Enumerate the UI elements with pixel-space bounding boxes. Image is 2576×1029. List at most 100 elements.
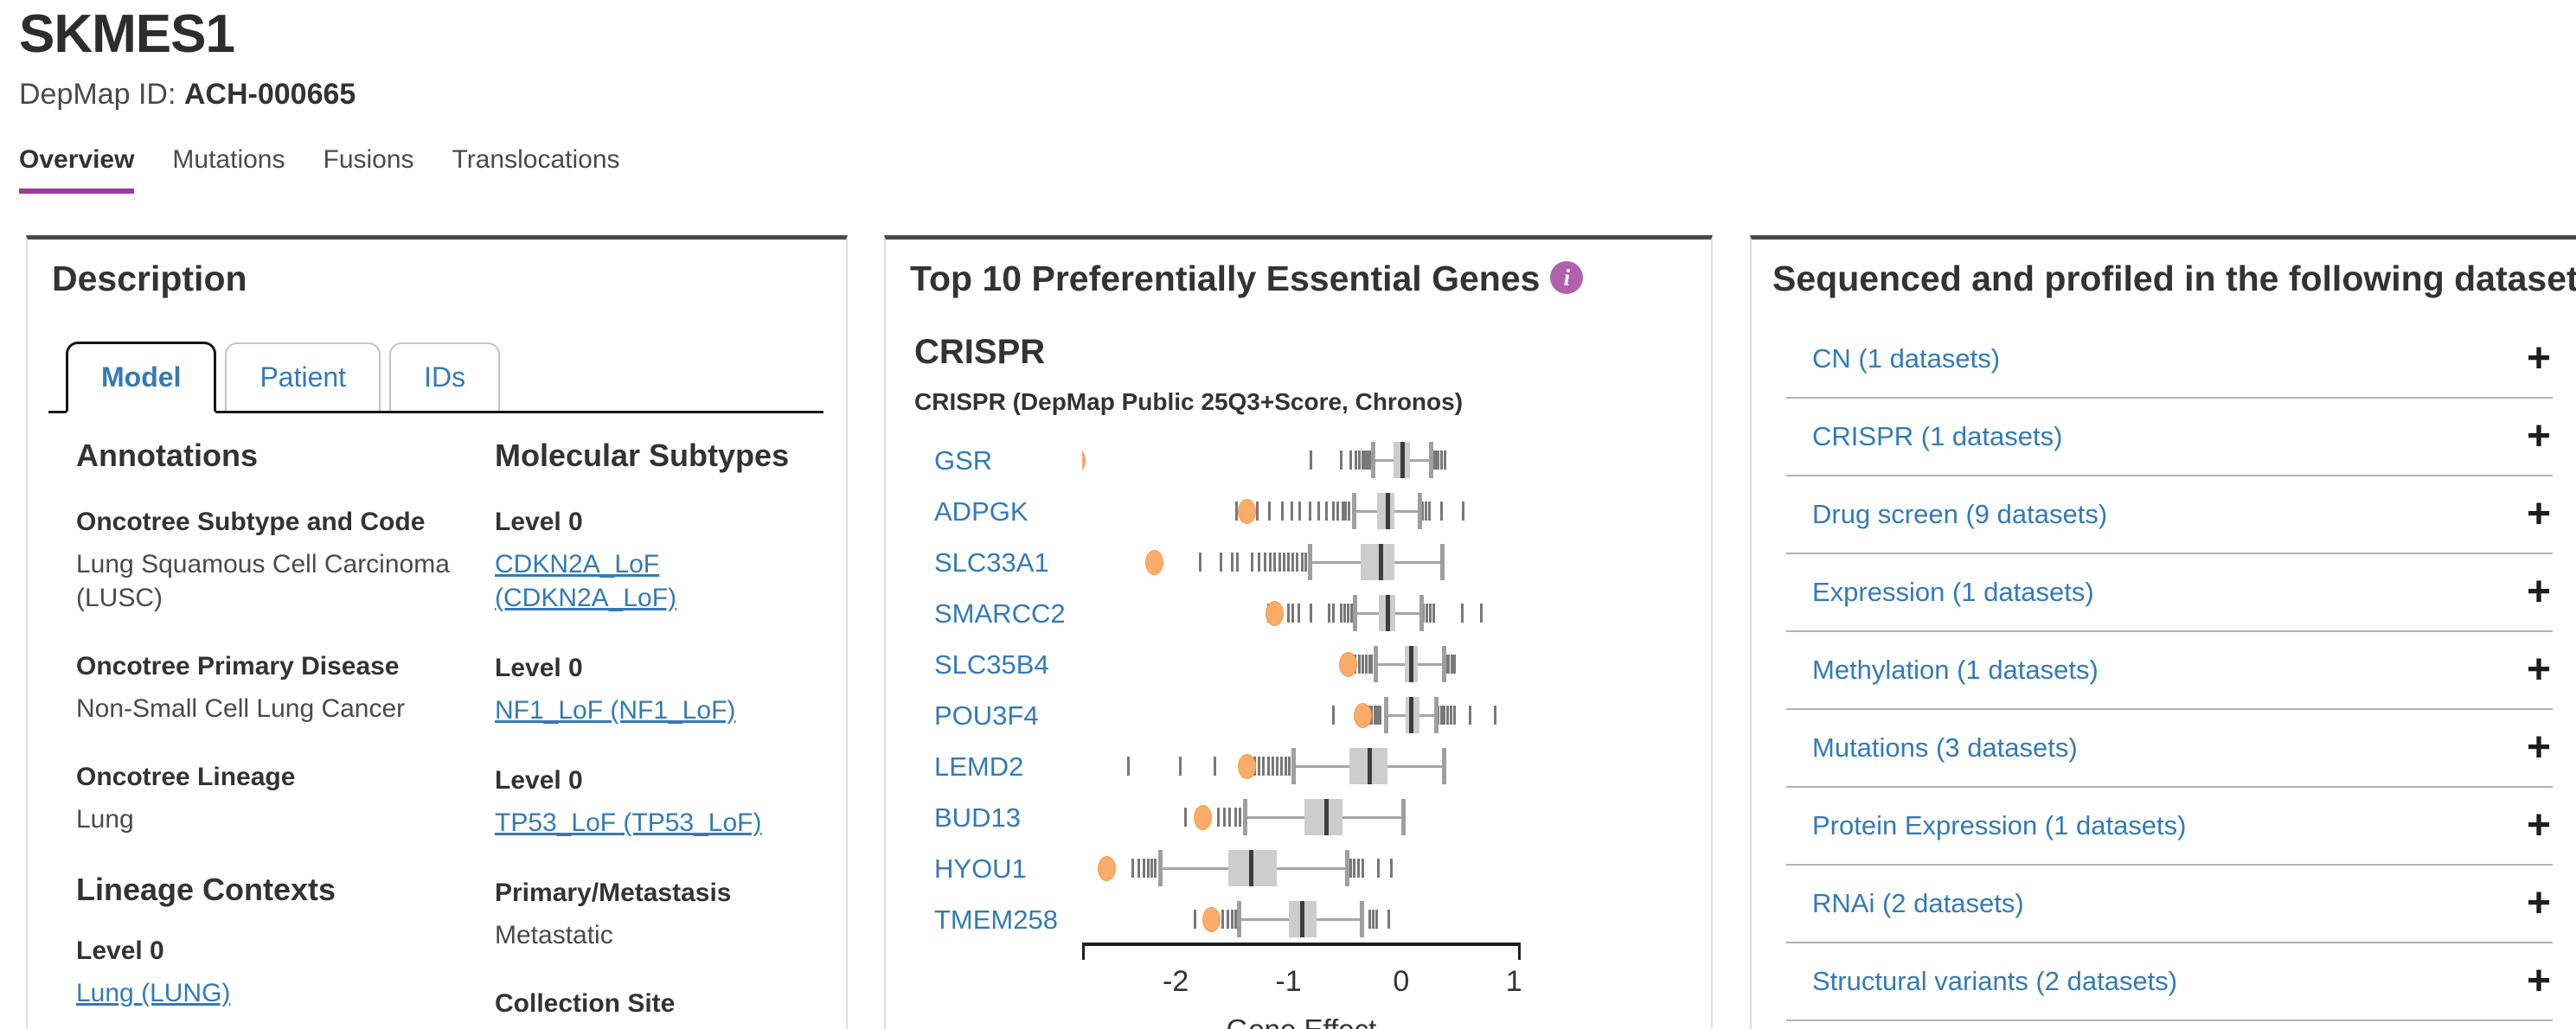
depmap-id-label: DepMap ID: (19, 78, 176, 111)
cell-line-dot[interactable] (1202, 907, 1221, 932)
distribution-tick (1282, 553, 1285, 572)
distribution-tick (1235, 502, 1239, 521)
distribution-tick (1310, 604, 1313, 623)
dataset-link[interactable]: CRISPR (1 datasets) (1812, 421, 2063, 451)
distribution-tick (1427, 502, 1431, 521)
distribution-tick (1230, 553, 1234, 572)
distribution-tick (1287, 553, 1290, 572)
description-tab-bar: Model Patient IDs (48, 342, 823, 413)
distribution-tick (1291, 604, 1295, 623)
cell-line-dot[interactable] (1266, 601, 1285, 626)
expand-plus-icon[interactable]: + (2526, 569, 2551, 615)
distribution-tick (1251, 553, 1254, 572)
distribution-tick (1296, 553, 1299, 572)
cell-line-dot[interactable] (1339, 652, 1358, 677)
gene-row: BUD13 (886, 792, 1711, 843)
cell-line-dot[interactable] (1237, 499, 1256, 524)
lineage-contexts-heading: Lineage Contexts (76, 872, 336, 908)
crispr-dataset-label: CRISPR (DepMap Public 25Q3+Score, Chrono… (914, 388, 1464, 415)
gene-link[interactable]: LEMD2 (934, 751, 1024, 782)
dataset-link[interactable]: Expression (1 datasets) (1812, 577, 2094, 607)
expand-plus-icon[interactable]: + (2526, 413, 2551, 459)
field-value: Lung (76, 805, 134, 834)
expand-plus-icon[interactable]: + (2526, 802, 2551, 848)
distribution-tick (1440, 706, 1444, 725)
distribution-tick (1440, 502, 1444, 521)
distribution-tick (1364, 655, 1368, 674)
gene-link[interactable]: POU3F4 (934, 700, 1039, 731)
distribution-tick (1255, 502, 1259, 521)
gene-link[interactable]: SLC33A1 (934, 546, 1049, 578)
subtype-link[interactable]: CDKN2A_LoF (CDKN2A_LoF) (495, 550, 677, 613)
distribution-tick (1317, 502, 1321, 521)
subtype-link[interactable]: NF1_LoF (NF1_LoF) (495, 696, 736, 725)
expand-plus-icon[interactable]: + (2526, 880, 2551, 926)
gene-link[interactable]: BUD13 (934, 802, 1021, 833)
dataset-row: Drug screen (9 datasets) + (1786, 476, 2553, 554)
distribution-tick (1493, 706, 1496, 725)
dataset-link[interactable]: CN (1 datasets) (1812, 343, 2001, 374)
subtype-link[interactable]: TP53_LoF (TP53_LoF) (495, 808, 762, 838)
gene-boxplot (1082, 435, 1521, 486)
tab-ids[interactable]: IDs (389, 342, 501, 411)
cell-line-dot[interactable] (1354, 703, 1373, 728)
tab-patient[interactable]: Patient (225, 342, 381, 411)
axis-tick-label: 0 (1393, 965, 1410, 998)
expand-plus-icon[interactable]: + (2526, 491, 2551, 537)
dataset-link[interactable]: RNAi (2 datasets) (1812, 888, 2024, 918)
distribution-tick (1285, 757, 1288, 776)
tab-overview[interactable]: Overview (19, 145, 135, 194)
cell-line-dot[interactable] (1193, 805, 1212, 830)
depmap-id-value: ACH-000665 (183, 78, 356, 111)
cell-line-dot[interactable] (1237, 754, 1256, 779)
tab-model[interactable]: Model (66, 342, 217, 413)
distribution-tick (1375, 910, 1378, 929)
expand-plus-icon[interactable]: + (2526, 725, 2551, 770)
tab-translocations[interactable]: Translocations (452, 145, 620, 174)
tab-mutations[interactable]: Mutations (172, 145, 285, 174)
gene-link[interactable]: SMARCC2 (934, 598, 1066, 629)
dataset-link[interactable]: Structural variants (2 datasets) (1812, 966, 2178, 996)
lineage-link[interactable]: Lung (LUNG) (76, 979, 231, 1008)
gene-link[interactable]: ADPGK (934, 495, 1028, 527)
boxplot-median (1385, 595, 1390, 631)
distribution-tick (1442, 706, 1445, 725)
distribution-tick (1281, 502, 1285, 521)
distribution-tick (1222, 808, 1226, 827)
subtype-level-label: Level 0 (495, 508, 583, 537)
dataset-link[interactable]: Methylation (1 datasets) (1812, 655, 2099, 685)
field-label: Collection Site (495, 989, 676, 1019)
expand-plus-icon[interactable]: + (2526, 647, 2551, 693)
dataset-link[interactable]: Protein Expression (1 datasets) (1812, 810, 2187, 840)
gene-link[interactable]: TMEM258 (934, 904, 1058, 935)
gene-boxplot-rows: GSR ADPGK SLC33A1 SMARCC2 SLC35B4 POU3F4 LEMD2… (886, 435, 1711, 945)
boxplot-cap-low (1383, 697, 1388, 733)
boxplot-cap-low (1352, 493, 1357, 529)
gene-link[interactable]: HYOU1 (934, 853, 1027, 884)
essential-genes-panel: Top 10 Preferentially Essential Genes i C… (884, 235, 1713, 1029)
distribution-tick (1278, 553, 1281, 572)
expand-plus-icon[interactable]: + (2526, 336, 2551, 381)
cell-line-dot[interactable] (1082, 448, 1086, 473)
dataset-link[interactable]: Mutations (3 datasets) (1812, 732, 2078, 763)
boxplot-median (1249, 850, 1253, 886)
expand-plus-icon[interactable]: + (2526, 958, 2551, 1004)
distribution-tick (1234, 808, 1237, 827)
tab-fusions[interactable]: Fusions (323, 145, 414, 174)
distribution-tick (1389, 859, 1393, 878)
gene-link[interactable]: SLC35B4 (934, 649, 1049, 680)
gene-effect-axis: -2 -1 0 1 Gene Effect (1082, 943, 1522, 1029)
boxplot-cap-high (1345, 850, 1350, 886)
cell-line-dot[interactable] (1144, 550, 1163, 575)
gene-link[interactable]: GSR (934, 444, 993, 476)
boxplot-cap-high (1417, 493, 1422, 529)
dataset-link[interactable]: Drug screen (9 datasets) (1812, 499, 2108, 529)
field-label: Oncotree Primary Disease (76, 652, 400, 681)
distribution-tick (1375, 706, 1379, 725)
cell-line-dot[interactable] (1098, 856, 1117, 881)
dataset-row: Structural variants (2 datasets) + (1786, 943, 2553, 1021)
distribution-tick (1147, 859, 1150, 878)
info-icon[interactable]: i (1550, 261, 1584, 294)
dataset-row: Mutations (3 datasets) + (1786, 710, 2553, 788)
gene-boxplot (1082, 690, 1521, 741)
